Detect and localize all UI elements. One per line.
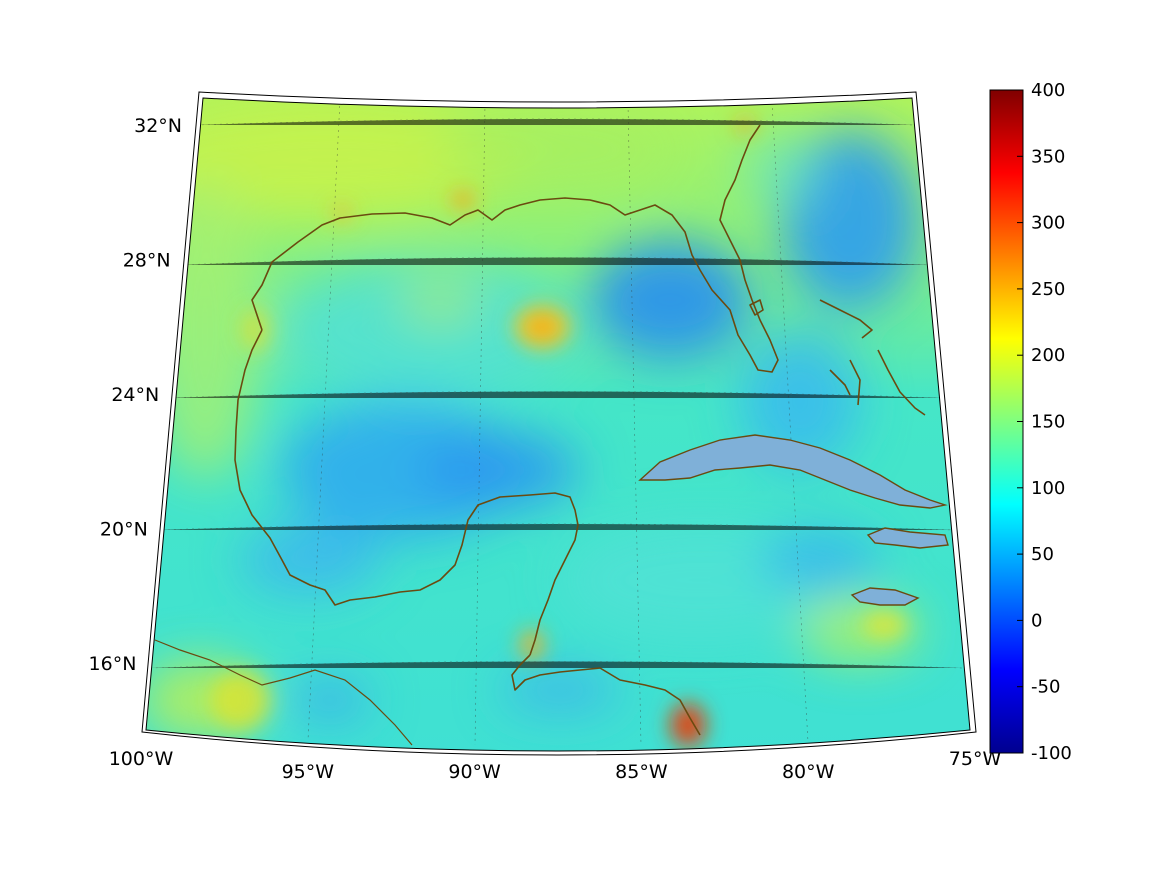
colorbar-tick-label: -50 [1031, 677, 1060, 698]
border-mexico-guatemala [154, 639, 413, 746]
map-frame-outer [141, 91, 977, 756]
latitude-label: 20°N [100, 519, 148, 541]
colorbar-tick-label: 150 [1031, 412, 1065, 433]
hispaniola-outline [866, 527, 949, 549]
colorbar-tick-label: 200 [1031, 345, 1065, 366]
longitude-label: 85°W [615, 761, 668, 783]
longitude-label: 100°W [109, 748, 174, 770]
colorbar-tick-label: 50 [1031, 544, 1054, 565]
gulf-coast-us-mexico [251, 124, 779, 373]
colorbar-tick-label: 300 [1031, 213, 1065, 234]
colorbar-tick-label: 400 [1031, 80, 1065, 101]
colorbar-tick-label: -100 [1031, 743, 1072, 764]
colorbar-tick-label: 100 [1031, 478, 1065, 499]
colorbar: 400 350 300 250 200 150 100 50 0 -50 -100 [989, 80, 1072, 764]
lake-okeechobee [749, 299, 764, 316]
colorbar-tick-label: 0 [1031, 610, 1042, 631]
cuba-outline [638, 434, 948, 509]
longitude-label: 90°W [448, 761, 501, 783]
longitude-label: 80°W [782, 761, 835, 783]
jamaica-outline [850, 587, 920, 606]
latitude-label: 16°N [89, 653, 137, 675]
colorbar-tick-label: 250 [1031, 279, 1065, 300]
graticule [149, 99, 963, 746]
coastlines [154, 124, 949, 746]
latitude-label: 28°N [123, 250, 171, 272]
colorbar-tick-label: 350 [1031, 146, 1065, 167]
latitude-label: 24°N [111, 384, 159, 406]
bahamas-outline [819, 299, 926, 416]
latitude-label: 32°N [134, 115, 182, 137]
map-area [141, 91, 977, 756]
mexico-gulf-coast [234, 329, 579, 656]
data-hotspots [210, 117, 907, 747]
map-frame [145, 97, 971, 752]
longitude-label: 75°W [949, 748, 1002, 770]
colorbar-ticks: 400 350 300 250 200 150 100 50 0 -50 -100 [1017, 80, 1072, 764]
central-america-coast [511, 654, 701, 736]
latitude-labels: 32°N 28°N 24°N 20°N 16°N [89, 115, 182, 675]
longitude-labels: 100°W 95°W 90°W 85°W 80°W 75°W [109, 748, 1002, 783]
longitude-label: 95°W [282, 761, 335, 783]
